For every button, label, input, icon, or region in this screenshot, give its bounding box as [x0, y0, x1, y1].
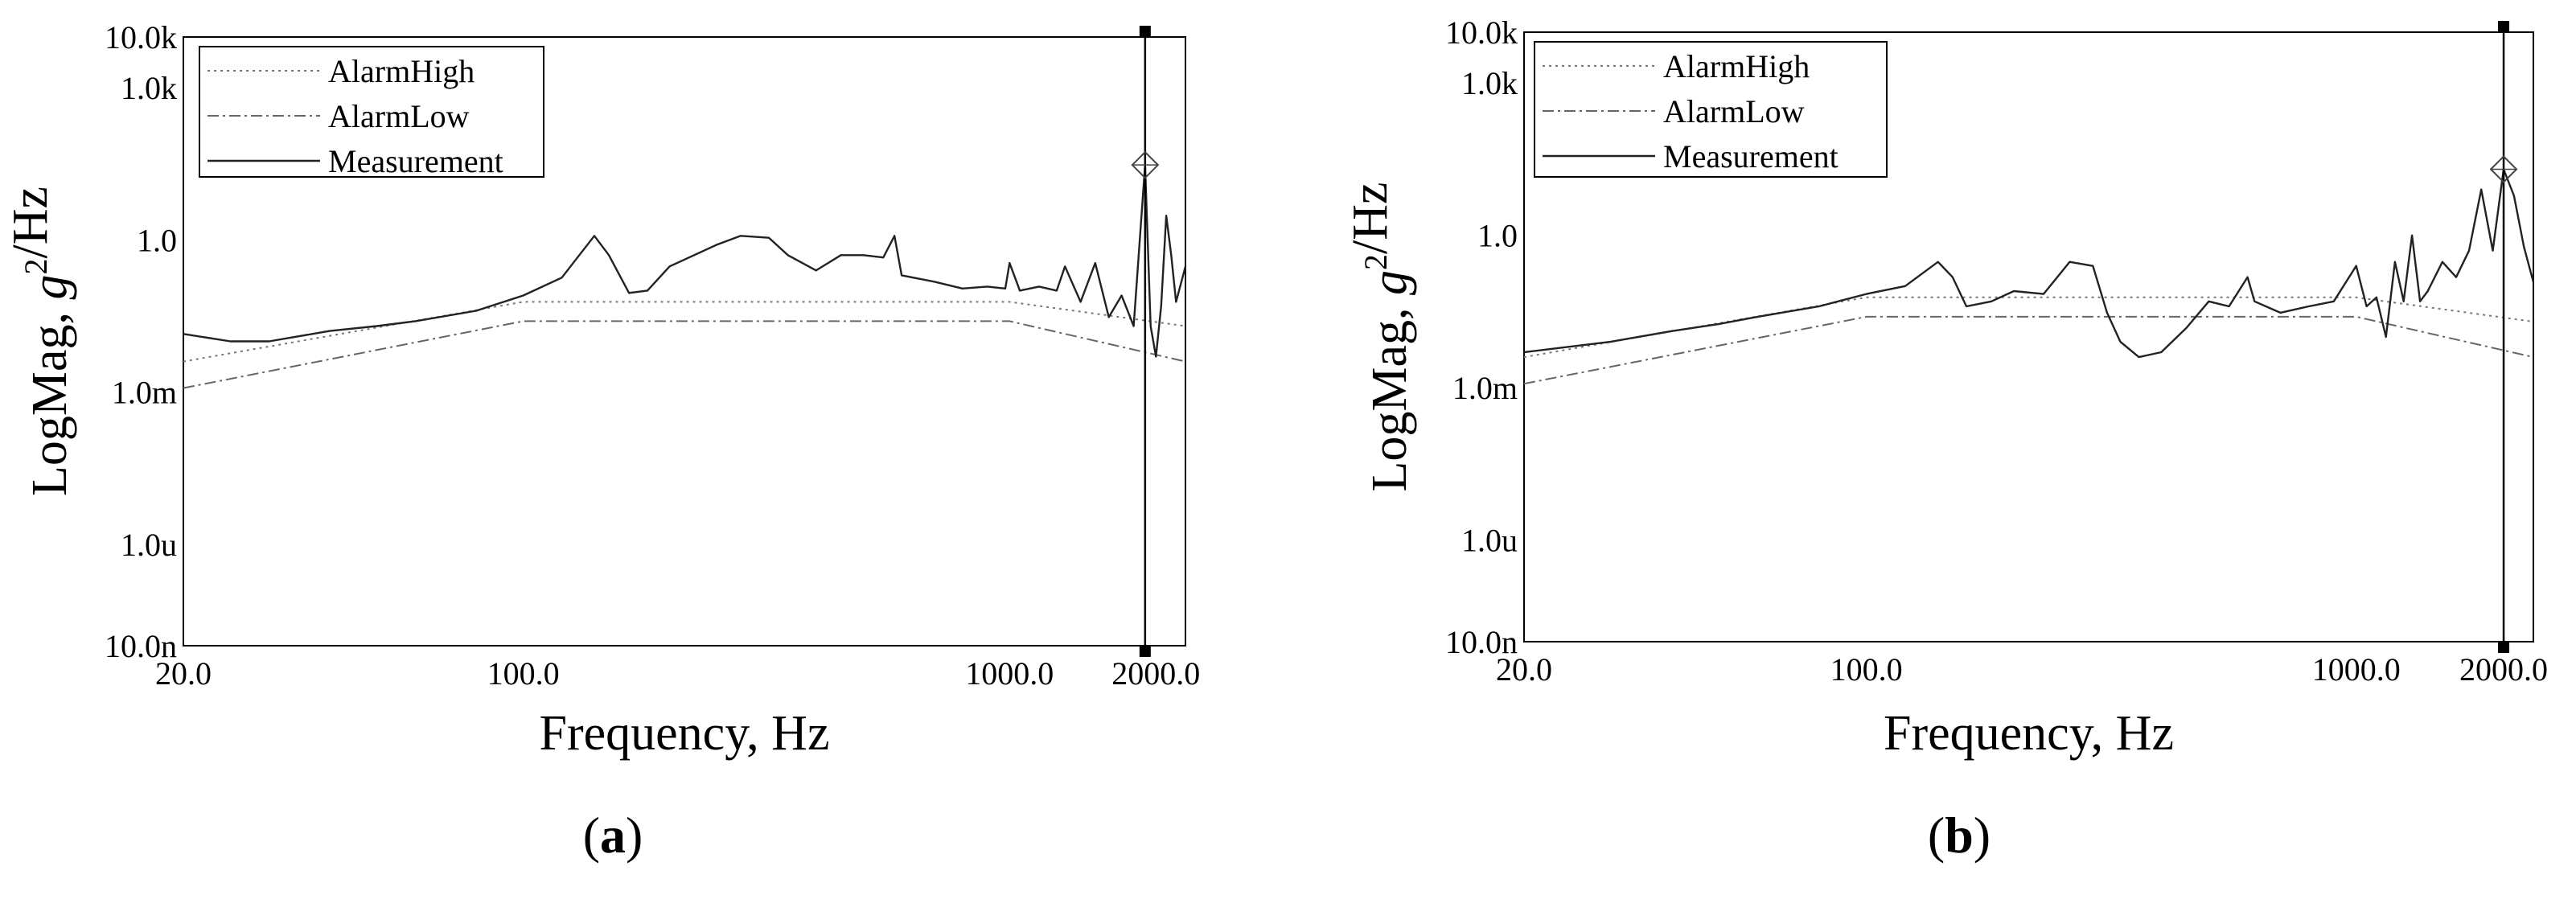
- cursor-handle-top: [1139, 26, 1151, 37]
- x-tick-label: 100.0: [1830, 651, 1903, 688]
- legend-label-alarmhigh: AlarmHigh: [328, 53, 475, 89]
- y-tick-label: 10.0k: [1445, 14, 1518, 51]
- series-line-alarmlow: [1523, 315, 2534, 385]
- y-tick-label: 1.0m: [112, 375, 177, 411]
- panel-label-paren-close: ): [1974, 807, 1991, 864]
- panel-label-paren-open: (: [1928, 807, 1945, 864]
- panel-label-paren-close: ): [626, 807, 643, 864]
- series-line-alarmhigh: [1523, 296, 2534, 359]
- legend: AlarmHigh AlarmLow Measurement: [1534, 41, 1888, 178]
- panel-label-letter: a: [600, 807, 626, 864]
- cursor-handle-top: [2498, 21, 2510, 32]
- y-tick-label: 1.0k: [1461, 65, 1518, 101]
- x-axis-label: Frequency, Hz: [540, 706, 830, 761]
- y-tick-label: 10.0k: [105, 19, 177, 55]
- panel-label: (b): [1928, 807, 1991, 864]
- y-tick-label: 1.0k: [121, 70, 177, 106]
- cursor-handle-bottom: [2498, 642, 2510, 653]
- y-tick-label: 1.0: [1477, 218, 1518, 254]
- y-tick-label: 10.0n: [1445, 624, 1518, 660]
- legend: AlarmHigh AlarmLow Measurement: [199, 46, 544, 179]
- legend-label-alarmlow: AlarmLow: [1663, 93, 1805, 129]
- y-tick-label: 1.0m: [1452, 370, 1518, 406]
- panel-label: (a): [583, 807, 643, 864]
- x-tick-label: 1000.0: [2312, 651, 2401, 688]
- x-tick-label: 1000.0: [965, 655, 1054, 692]
- series-line-measurement: [183, 164, 1187, 358]
- panel-label-paren-open: (: [583, 807, 600, 864]
- plot-frame: [183, 36, 1186, 647]
- legend-box: [199, 46, 544, 178]
- y-tick-label: 1.0u: [121, 527, 177, 563]
- x-tick-label: 100.0: [487, 655, 560, 692]
- y-tick-label: 10.0n: [105, 628, 177, 664]
- x-tick-label: 20.0: [155, 655, 212, 692]
- x-axis-label: Frequency, Hz: [1884, 706, 2174, 761]
- x-tick-label: 2000.0: [1111, 655, 1200, 692]
- legend-label-measurement: Measurement: [1663, 138, 1839, 174]
- series-line-alarmlow: [183, 320, 1186, 389]
- cursor-diamond-marker: [1131, 150, 1160, 179]
- y-axis-label: LogMag, g2/Hz: [3, 187, 77, 496]
- series-line-alarmhigh: [183, 301, 1186, 363]
- series-line-measurement: [1523, 168, 2535, 359]
- legend-label-alarmhigh: AlarmHigh: [1663, 48, 1810, 84]
- legend-label-alarmlow: AlarmLow: [328, 98, 470, 134]
- y-tick-label: 1.0: [137, 222, 177, 258]
- plot-frame: [1523, 31, 2534, 642]
- cursor-handle-bottom: [1139, 646, 1151, 657]
- y-axis-label: LogMag, g2/Hz: [1343, 182, 1417, 491]
- y-tick-label: 1.0u: [1461, 523, 1518, 559]
- legend-label-measurement: Measurement: [328, 143, 503, 179]
- x-tick-label: 20.0: [1496, 651, 1552, 688]
- panel-label-letter: b: [1945, 807, 1974, 864]
- x-tick-label: 2000.0: [2459, 651, 2548, 688]
- legend-box: [1534, 41, 1888, 178]
